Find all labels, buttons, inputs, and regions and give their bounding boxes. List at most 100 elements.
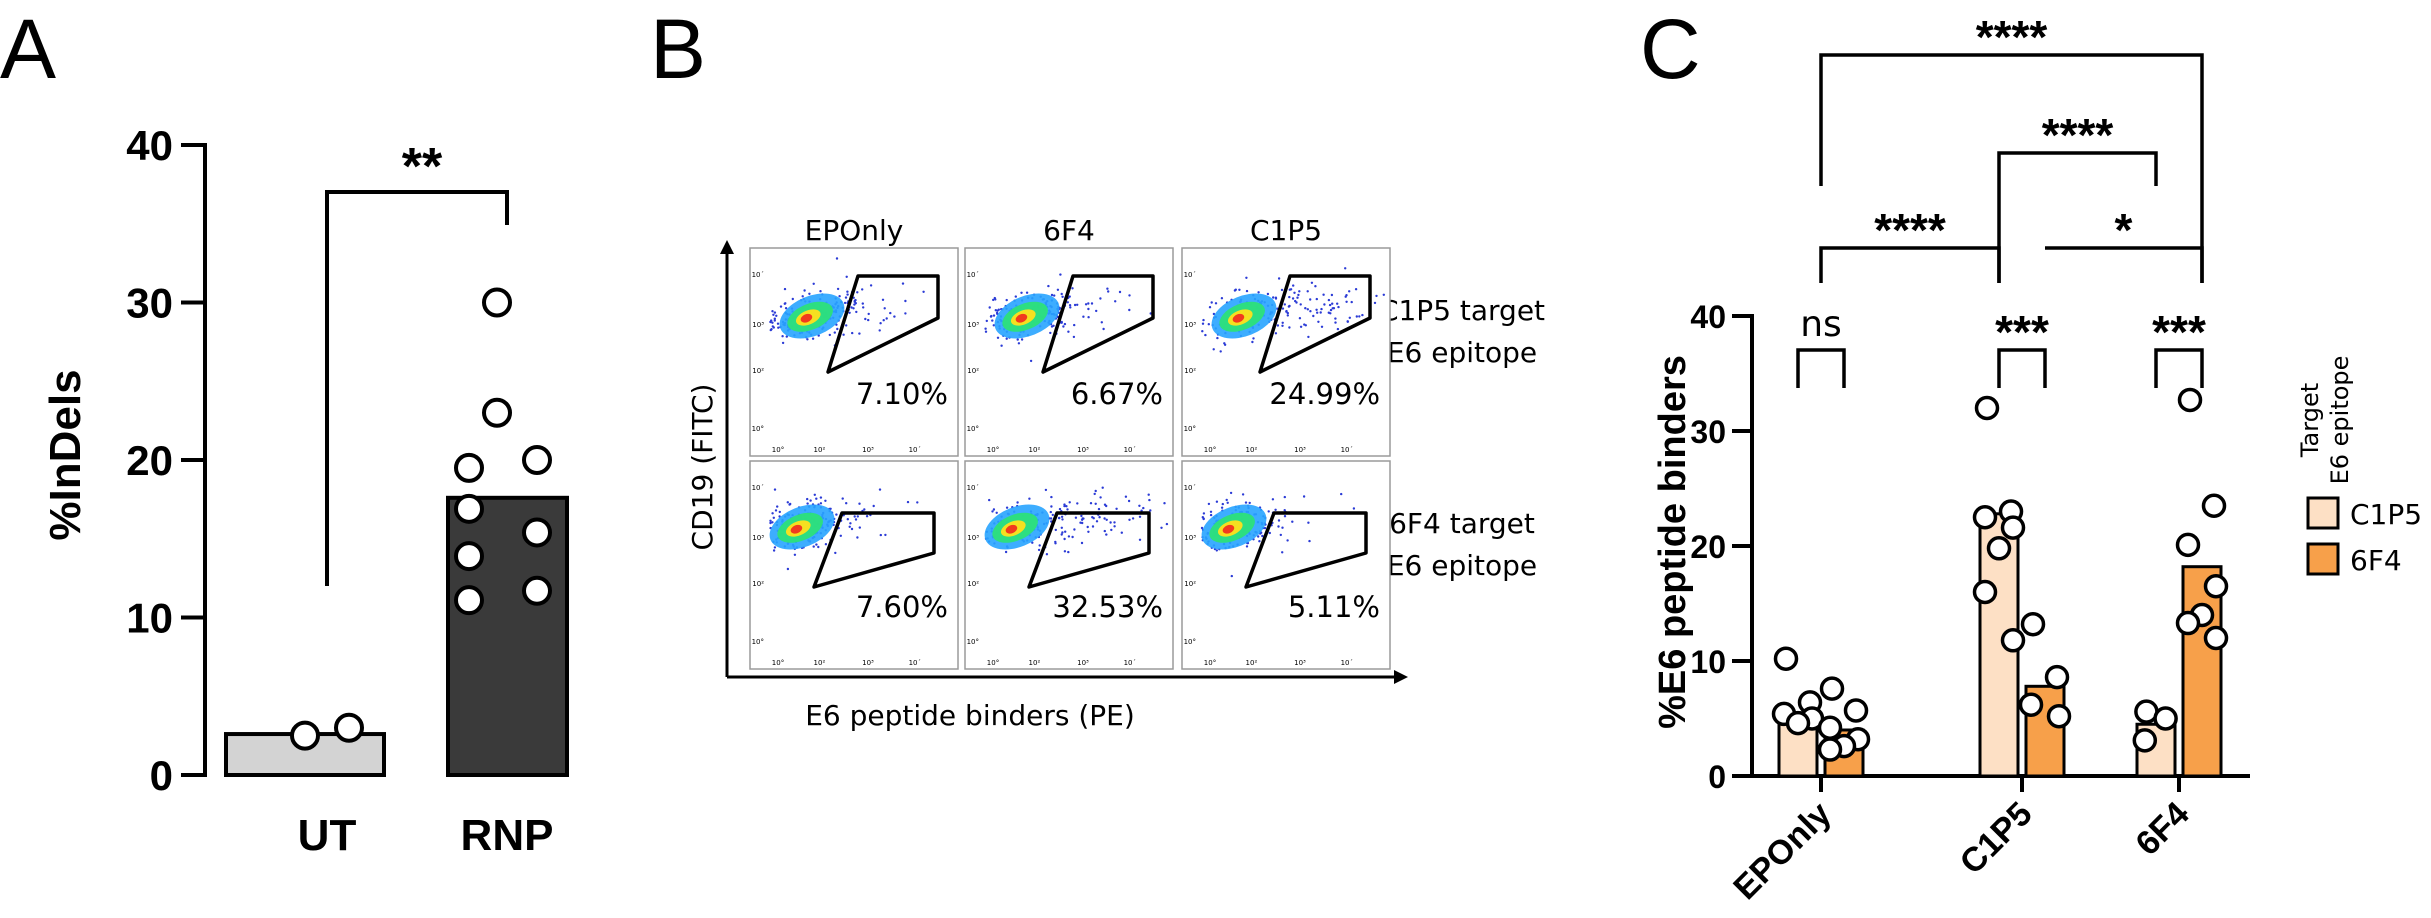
panel-b-event-dot [1283, 495, 1287, 499]
panel-b-gate [1027, 511, 1151, 589]
panel-b-event-dot [844, 296, 848, 299]
panel-b-event-dot [1054, 540, 1057, 544]
panel-b-event-dot [1079, 521, 1082, 524]
panel-c-data-point [1972, 579, 1998, 605]
panel-b-event-dot [1267, 510, 1270, 513]
panel-b-tick-label: 10° [967, 638, 979, 646]
panel-c-bar [2181, 565, 2223, 778]
panel-b-event-dot [1277, 525, 1280, 528]
panel-b-event-dot [1215, 549, 1219, 552]
panel-b-event-dot [1053, 294, 1056, 297]
panel-a-ytick-label: 0 [150, 752, 173, 799]
panel-b-event-dot [1257, 535, 1260, 538]
panel-b-event-dot [791, 297, 794, 301]
panel-c-xtick-label: EPOnly [1726, 795, 1838, 907]
panel-b-event-dot [1361, 313, 1364, 317]
panel-b-gate [1041, 274, 1155, 374]
panel-b-row-label-line2: E6 epitope [1387, 336, 1537, 369]
panel-c-legend-label: 6F4 [2350, 544, 2402, 577]
panel-b-event-dot [783, 287, 787, 291]
panel-b-flow-plot: 10° 10² 10³ 10´ 10° 10² 10³ 10´ 32.53% [964, 460, 1174, 670]
panel-b-plot-frame [1181, 460, 1391, 670]
panel-c-sig-bracket [1796, 348, 1846, 388]
panel-b-event-dot [1047, 284, 1050, 288]
panel-b-event-dot [1340, 492, 1343, 496]
panel-b-event-dot [1050, 495, 1053, 499]
panel-b-event-dot [1160, 526, 1163, 529]
panel-b-column-header: C1P5 [1250, 214, 1322, 247]
panel-c-data-point [2201, 493, 2227, 518]
panel-a-ytick-label: 40 [126, 122, 173, 169]
panel-b-event-dot [922, 290, 925, 293]
panel-b-event-dot [1202, 318, 1205, 322]
panel-a-data-point [522, 445, 552, 475]
panel-c-legend-swatch [2306, 542, 2340, 576]
panel-b-event-dot [1229, 491, 1233, 495]
panel-c-data-point [2000, 628, 2026, 653]
panel-c-data-point [2046, 703, 2072, 729]
panel-b-event-dot [1330, 293, 1334, 297]
panel-b-event-dot [1113, 521, 1116, 524]
panel-b-event-dot [991, 319, 994, 322]
panel-b-event-dot [1209, 510, 1213, 513]
panel-b-event-dot [812, 545, 815, 548]
panel-c-data-point [2203, 625, 2229, 651]
panel-b-event-dot [889, 311, 892, 315]
panel-b-event-dot [1331, 302, 1334, 305]
panel-b-event-dot [984, 327, 987, 330]
panel-b-event-dot [854, 518, 858, 521]
panel-b-plot-frame [749, 460, 959, 670]
panel-b-tick-label: 10° [772, 659, 784, 667]
panel-c-data-point [1785, 710, 1811, 736]
panel-c-sig-label: **** [2042, 109, 2114, 161]
panel-b-event-dot [1303, 323, 1306, 326]
panel-b-event-dot [836, 327, 839, 331]
panel-b-event-dot [773, 311, 777, 314]
panel-b-event-dot [1274, 332, 1278, 335]
panel-b-event-dot [1281, 551, 1284, 554]
panel-b-event-dot [1298, 290, 1301, 293]
panel-b-flow-plot: 10° 10² 10³ 10´ 10° 10² 10³ 10´ 5.11% [1181, 460, 1391, 670]
panel-b-event-dot [842, 333, 845, 336]
panel-b-event-dot [1202, 512, 1206, 515]
panel-c-sig-label: *** [2152, 306, 2206, 358]
panel-b-event-dot [1103, 529, 1107, 533]
panel-b-event-dot [819, 496, 823, 499]
panel-b-event-dot [992, 314, 996, 317]
panel-c-data-point [2203, 574, 2229, 599]
panel-b-event-dot [771, 512, 774, 515]
panel-b-event-dot [1060, 533, 1063, 536]
panel-b-event-dot [1373, 301, 1377, 305]
panel-b-event-dot [867, 312, 870, 316]
panel-c-data-point [2000, 515, 2026, 540]
panel-b-event-dot [1221, 502, 1225, 506]
panel-b-event-dot [1382, 293, 1386, 296]
panel-b-tick-label: 10² [967, 580, 979, 588]
panel-b-event-dot [1020, 291, 1023, 294]
panel-c-data-point [2132, 728, 2158, 753]
panel-b-event-dot [1276, 324, 1280, 327]
panel-b-gate-percentage: 24.99% [1269, 377, 1380, 411]
panel-b-tick-label: 10° [967, 425, 979, 433]
panel-b-event-dot [1056, 288, 1060, 291]
panel-b-event-dot [1274, 297, 1278, 300]
panel-b-event-dot [806, 338, 809, 341]
panel-b-event-dot [1346, 320, 1350, 323]
panel-letter-a: A [0, 2, 56, 96]
panel-b-tick-label: 10² [1029, 659, 1041, 667]
panel-b-event-dot [1297, 293, 1300, 297]
panel-b-event-dot [786, 501, 789, 504]
panel-b-event-dot [1285, 310, 1288, 313]
panel-b-event-dot [904, 299, 907, 303]
panel-b-event-dot [1062, 325, 1065, 328]
panel-b-event-dot [984, 330, 988, 333]
panel-b-event-dot [1067, 550, 1070, 554]
panel-b-event-dot [1207, 323, 1211, 326]
panel-c-ytick-label: 40 [1690, 299, 1726, 335]
panel-b-tick-label: 10³ [1294, 446, 1306, 454]
panel-c-sig-label: ns [1800, 304, 1842, 345]
panel-b-event-dot [1064, 530, 1067, 533]
panel-b-event-dot [916, 501, 919, 504]
panel-b-event-dot [1058, 516, 1061, 520]
panel-b-tick-label: 10´ [1184, 484, 1196, 492]
